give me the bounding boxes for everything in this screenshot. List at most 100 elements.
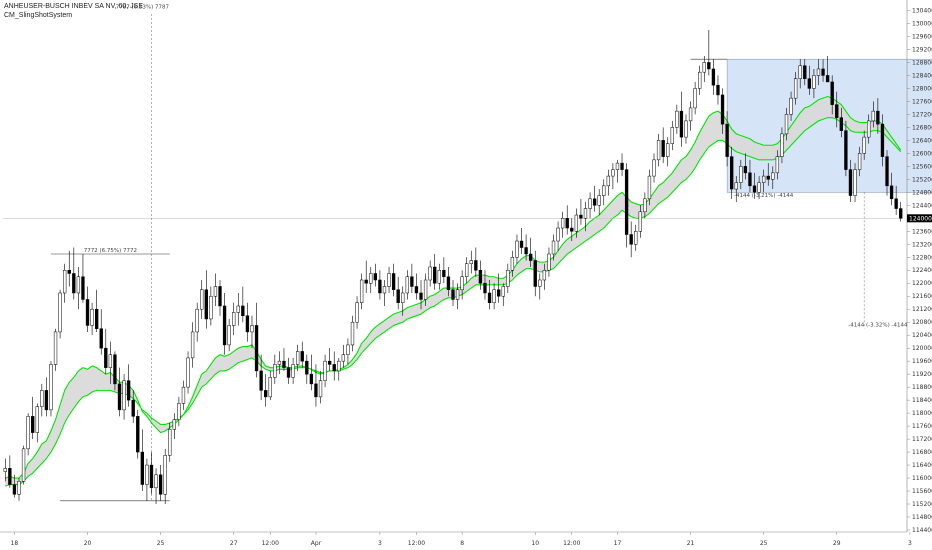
candle-body bbox=[245, 315, 250, 333]
candle bbox=[259, 354, 263, 401]
candle bbox=[359, 273, 364, 310]
candle-body bbox=[35, 406, 39, 433]
candle bbox=[382, 279, 387, 306]
candle-body bbox=[163, 455, 167, 495]
candle bbox=[26, 413, 30, 456]
candle-body bbox=[200, 289, 204, 310]
x-tick-label: 12:00 bbox=[408, 540, 425, 547]
candle-body bbox=[122, 380, 126, 411]
candle-body bbox=[168, 429, 172, 456]
candle-body bbox=[752, 185, 757, 193]
x-tick-label: 27 bbox=[230, 540, 238, 547]
candle bbox=[579, 198, 583, 225]
candle bbox=[652, 153, 656, 183]
candle-body bbox=[830, 81, 834, 105]
candle bbox=[172, 413, 176, 440]
candle bbox=[666, 137, 670, 167]
candle-body bbox=[533, 260, 537, 287]
candle bbox=[327, 348, 332, 371]
candle bbox=[227, 318, 231, 352]
candle bbox=[126, 364, 131, 407]
candle bbox=[469, 250, 473, 274]
candle-body bbox=[172, 419, 176, 430]
candle bbox=[286, 357, 291, 384]
candle-body bbox=[711, 68, 716, 86]
y-tick-label: 114800 bbox=[912, 514, 932, 521]
candle bbox=[789, 91, 793, 121]
candle bbox=[104, 328, 108, 375]
candle-body bbox=[131, 399, 135, 417]
candle bbox=[597, 189, 601, 216]
candle-body bbox=[387, 273, 391, 287]
candle-body bbox=[487, 292, 492, 303]
candle bbox=[698, 65, 702, 95]
candle-body bbox=[282, 360, 286, 368]
candle-body bbox=[716, 84, 720, 96]
candle-body bbox=[419, 292, 423, 300]
candle bbox=[200, 279, 204, 319]
candle bbox=[725, 111, 729, 167]
candle-body bbox=[337, 360, 341, 372]
chart-symbol-title: ANHEUSER-BUSCH INBEV SA NV, 60, JSE bbox=[4, 3, 144, 10]
candle-body bbox=[300, 351, 304, 362]
candle bbox=[209, 286, 213, 326]
candle-body bbox=[862, 136, 866, 154]
candle-body bbox=[3, 468, 7, 472]
x-tick-label: 21 bbox=[687, 540, 695, 547]
candle-body bbox=[323, 360, 327, 381]
candle bbox=[305, 354, 309, 384]
candle-body bbox=[684, 120, 688, 138]
candle-body bbox=[698, 71, 702, 89]
candle-body bbox=[812, 75, 816, 89]
candle bbox=[634, 224, 638, 251]
candle bbox=[31, 396, 35, 440]
candle bbox=[21, 445, 26, 485]
candle bbox=[350, 315, 355, 352]
candle-body bbox=[757, 182, 761, 193]
candle bbox=[848, 159, 853, 203]
candle bbox=[291, 357, 295, 384]
candle bbox=[446, 267, 451, 297]
candle-body bbox=[506, 269, 510, 287]
current-price-label: 124000 bbox=[909, 215, 932, 222]
candle-body bbox=[414, 286, 419, 294]
candle bbox=[560, 211, 565, 238]
measure-label: 7787 (6.33%) 7787 bbox=[116, 4, 170, 10]
candle-body bbox=[647, 175, 652, 200]
candle bbox=[519, 228, 524, 255]
candle bbox=[391, 263, 396, 297]
range-box-layer bbox=[726, 58, 932, 193]
candle bbox=[606, 169, 610, 196]
candle-body bbox=[624, 169, 629, 235]
candle bbox=[8, 455, 12, 488]
candle-body bbox=[848, 169, 853, 196]
candle bbox=[72, 247, 76, 300]
candle-body bbox=[190, 331, 195, 359]
candle-body bbox=[560, 218, 565, 229]
candle bbox=[638, 205, 642, 238]
candle bbox=[145, 458, 149, 501]
candle-body bbox=[510, 257, 515, 271]
x-axis: 1820252712:00Apr312:0081012:00172125293M… bbox=[11, 532, 912, 547]
candle-body bbox=[26, 416, 30, 450]
candle bbox=[743, 153, 748, 180]
candle-body bbox=[94, 308, 99, 329]
candle bbox=[835, 91, 839, 128]
candle-body bbox=[766, 175, 770, 180]
candle-body bbox=[364, 279, 368, 284]
candle bbox=[378, 270, 382, 300]
y-tick-label: 130400 bbox=[912, 7, 932, 14]
candle bbox=[168, 422, 172, 462]
candle bbox=[213, 273, 218, 306]
candle bbox=[323, 354, 327, 388]
candle bbox=[899, 202, 903, 222]
candle-body bbox=[227, 325, 231, 346]
candle-body bbox=[209, 295, 213, 320]
candle bbox=[108, 341, 113, 384]
candle-body bbox=[232, 312, 236, 326]
candle bbox=[656, 133, 661, 167]
candle-body bbox=[264, 390, 268, 398]
candle bbox=[53, 328, 58, 371]
candle bbox=[181, 380, 186, 410]
